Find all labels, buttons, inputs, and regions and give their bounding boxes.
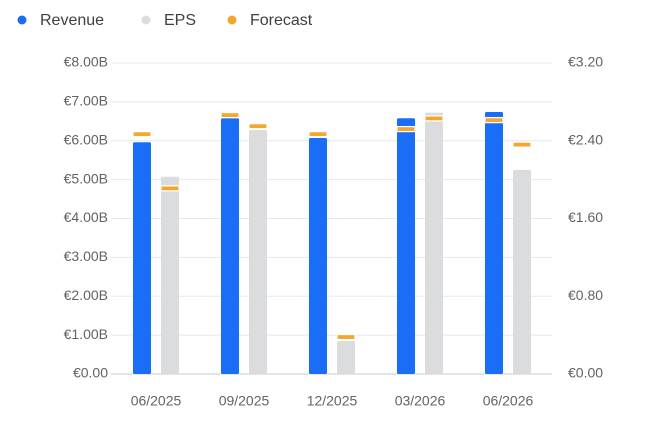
forecast-marker [424,115,444,122]
y-tick-label: €8.00B [64,54,108,70]
forecast-marker [132,131,152,138]
x-tick-label: 06/2026 [483,393,534,409]
forecast-marker [336,333,356,341]
forecast-marker [396,125,416,133]
bar [133,142,151,374]
forecast-marker [220,111,240,119]
legend-label: Forecast [250,12,313,29]
legend-dot [141,15,151,25]
bar [513,169,531,374]
y2-tick-label: €0.00 [568,365,603,381]
y-tick-label: €3.00B [64,248,108,264]
y-tick-label: €2.00B [64,287,108,303]
bar [425,112,443,375]
y-tick-label: €0.00 [73,365,108,381]
y2-tick-label: €2.40 [568,131,603,147]
legend-dot [227,15,237,25]
y-tick-label: €4.00B [64,209,108,225]
bar [485,111,503,375]
y2-tick-label: €1.60 [568,209,603,225]
y2-tick-label: €3.20 [568,54,603,70]
forecast-marker [484,117,504,124]
bar [221,118,239,374]
bar [397,118,415,374]
y2-tick-label: €0.80 [568,287,603,303]
y-tick-label: €7.00B [64,93,108,109]
x-tick-label: 12/2025 [307,393,358,409]
forecast-marker [248,123,268,130]
legend-label: Revenue [40,12,104,29]
forecast-marker [308,131,328,138]
y-tick-label: €6.00B [64,131,108,147]
forecast-marker [160,185,180,192]
legend-dot [17,15,27,25]
bar [249,130,267,374]
bar [337,340,355,374]
x-tick-label: 06/2025 [131,393,182,409]
legend-label: EPS [164,12,196,29]
bar [161,176,179,374]
y-tick-label: €1.00B [64,326,108,342]
forecast-marker [512,141,532,148]
bar [309,138,327,374]
legend: Revenue EPS Forecast [17,12,313,29]
x-tick-label: 09/2025 [219,393,270,409]
x-tick-label: 03/2026 [395,393,446,409]
y-tick-label: €5.00B [64,170,108,186]
